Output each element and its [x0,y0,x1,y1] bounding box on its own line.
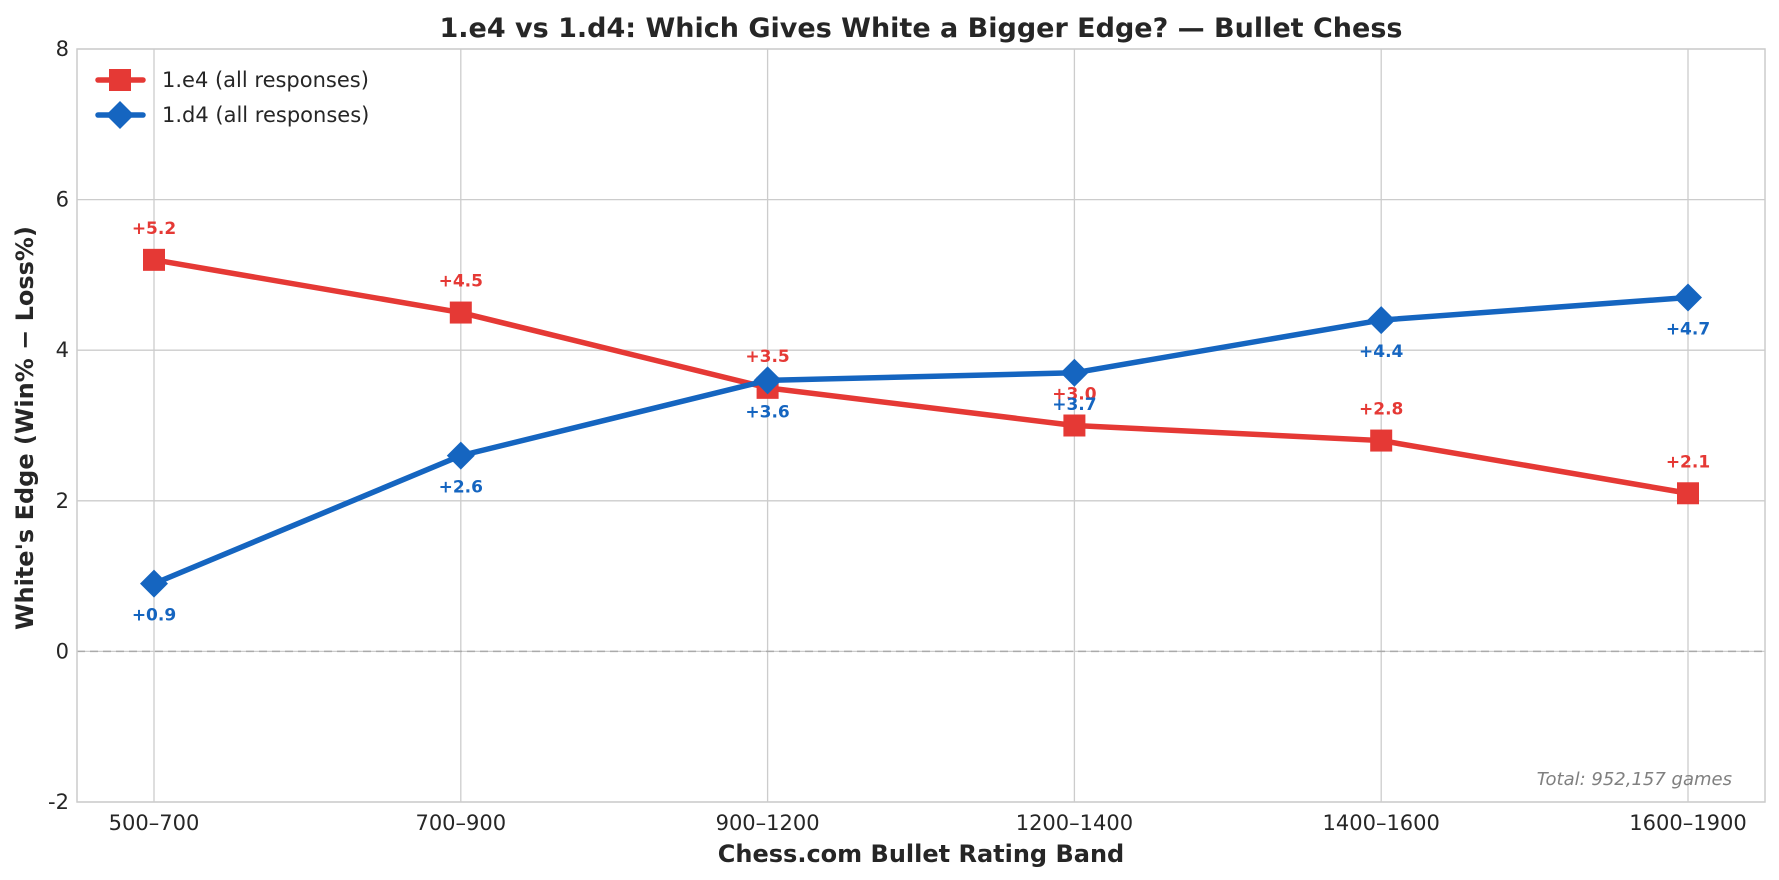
data-point-1e4-3 [1063,414,1086,437]
y-axis-ticks: -2 0 2 4 6 8 [48,37,69,814]
legend-marker-1e4 [109,69,131,91]
chart-title: 1.e4 vs 1.d4: Which Gives White a Bigger… [440,13,1403,44]
data-point-1e4-0 [143,248,165,271]
y-tick-label-3: 4 [56,338,69,362]
legend-marker-1d4 [106,101,134,129]
x-tick-label-4: 1400–1600 [1323,811,1440,835]
x-axis-ticks: 500–700 700–900 900–1200 1200–1400 1400–1600… [109,811,1747,835]
y-tick-label-2: 2 [56,489,69,513]
data-label-1d4-4: +4.4 [1359,342,1404,362]
y-tick-label-4: 6 [56,188,69,212]
x-tick-label-3: 1200–1400 [1016,811,1133,835]
data-point-1d4-1 [446,441,475,470]
series-line-1d4 [151,294,1691,587]
data-point-1d4-0 [140,569,168,598]
x-tick-label-1: 700–900 [415,811,506,835]
plot-frame [76,48,1766,803]
x-tick-label-5: 1600–1900 [1629,811,1746,835]
data-label-1d4-5: +4.7 [1666,319,1710,339]
legend: 1.e4 (all responses) 1.d4 (all responses) [95,68,369,129]
x-axis-label: Chess.com Bullet Rating Band [718,840,1124,868]
x-tick-label-2: 900–1200 [716,811,820,835]
y-tick-label-1: 0 [56,639,69,663]
series-1d4: +0.9 +2.6 +3.6 +3.7 +4.4 +4.7 [132,283,1710,626]
legend-label-1d4: 1.d4 (all responses) [162,103,369,127]
y-tick-label-0: -2 [48,790,69,814]
data-point-1e4-4 [1370,429,1393,452]
data-label-1d4-2: +3.6 [745,402,789,422]
data-point-1d4-3 [1060,358,1089,387]
data-label-1e4-2: +3.5 [745,347,789,367]
data-label-1d4-3: +3.7 [1052,395,1096,415]
series-layer: +5.2 +4.5 +3.5 +3.0 +2.8 +2.1 +0.9 +2.6 +3.6 +3.7… [132,219,1710,626]
total-games-note: Total: 952,157 games [1537,769,1732,790]
y-axis-label: White's Edge (Win% − Loss%) [11,226,39,630]
data-label-1e4-5: +2.1 [1666,452,1710,472]
data-point-1e4-1 [449,301,472,324]
legend-label-1e4: 1.e4 (all responses) [162,68,369,92]
data-point-1e4-5 [1677,482,1699,505]
data-label-1e4-0: +5.2 [132,219,176,239]
data-point-1d4-5 [1674,283,1702,312]
y-tick-label-5: 8 [56,37,69,61]
series-line-1e4 [151,257,1691,497]
legend-item-1e4: 1.e4 (all responses) [95,68,369,92]
data-label-1e4-1: +4.5 [439,272,483,292]
data-point-1d4-2 [753,366,782,395]
data-point-1d4-4 [1367,306,1396,335]
x-tick-label-0: 500–700 [109,811,200,835]
data-label-1d4-1: +2.6 [439,478,483,498]
legend-item-1d4: 1.d4 (all responses) [95,101,369,129]
data-label-1e4-3: +3.0 [1052,385,1097,405]
data-label-1d4-0: +0.9 [132,606,176,626]
data-label-1e4-4: +2.8 [1359,400,1403,420]
